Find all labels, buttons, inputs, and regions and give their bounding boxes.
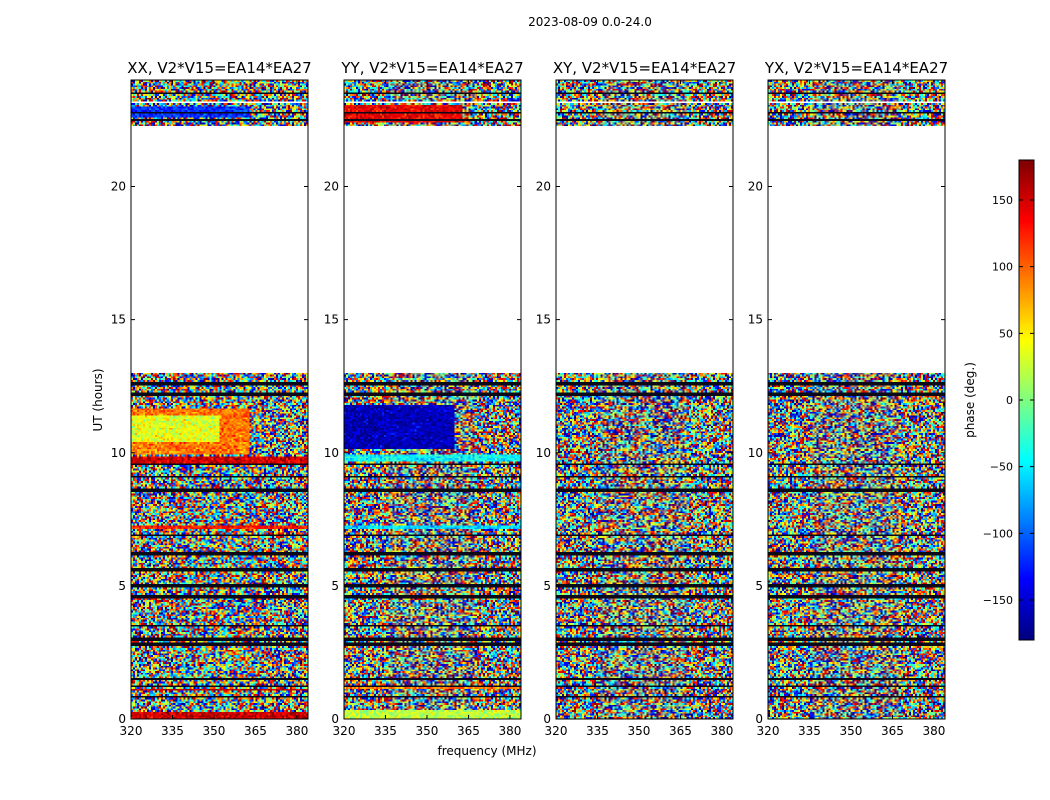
x-tick-label: 335 bbox=[161, 724, 184, 738]
colorbar-tick-label: 100 bbox=[992, 261, 1013, 274]
y-tick-label: 10 bbox=[324, 446, 339, 460]
y-tick-label: 10 bbox=[536, 446, 551, 460]
colorbar-tick-label: 0 bbox=[1006, 394, 1013, 407]
y-tick-label: 5 bbox=[331, 579, 339, 593]
colorbar-tick-label: −150 bbox=[983, 594, 1013, 607]
panel-title: YY, V2*V15=EA14*EA27 bbox=[340, 59, 523, 77]
y-tick-label: 15 bbox=[536, 313, 551, 327]
axes-frame bbox=[555, 79, 734, 720]
x-tick-label: 350 bbox=[628, 724, 651, 738]
axes-frame bbox=[130, 79, 309, 720]
heatmap-image bbox=[768, 80, 945, 719]
panel-4: YX, V2*V15=EA14*EA27 320 335 350 365 380 0 5 10 1… bbox=[748, 59, 948, 738]
x-tick-label: 350 bbox=[203, 724, 226, 738]
heatmap-image bbox=[131, 80, 308, 719]
x-tick-label: 320 bbox=[120, 724, 143, 738]
y-tick-label: 0 bbox=[118, 712, 126, 726]
x-tick-label: 350 bbox=[840, 724, 863, 738]
x-tick-label: 380 bbox=[922, 724, 945, 738]
panel-title: XY, V2*V15=EA14*EA27 bbox=[553, 59, 736, 77]
x-tick-label: 365 bbox=[244, 724, 267, 738]
x-tick-label: 320 bbox=[757, 724, 780, 738]
panel-1: XX, V2*V15=EA14*EA27 320 335 350 365 380 0 5 10 1… bbox=[111, 59, 312, 738]
heatmap-image bbox=[344, 80, 521, 719]
y-tick-label: 5 bbox=[543, 579, 551, 593]
axes-frame bbox=[343, 79, 522, 720]
y-tick-label: 0 bbox=[331, 712, 339, 726]
colorbar-label: phase (deg.) bbox=[963, 362, 977, 438]
x-tick-label: 365 bbox=[881, 724, 904, 738]
y-tick-label: 5 bbox=[118, 579, 126, 593]
figure-title: 2023-08-09 0.0-24.0 bbox=[528, 15, 652, 29]
y-tick-label: 5 bbox=[755, 579, 763, 593]
x-tick-label: 320 bbox=[545, 724, 568, 738]
y-tick-label: 20 bbox=[111, 180, 126, 194]
y-tick-label: 20 bbox=[536, 180, 551, 194]
panels-group: XX, V2*V15=EA14*EA27 320 335 350 365 380 0 5 10 1… bbox=[111, 59, 948, 738]
axes-frame bbox=[767, 79, 946, 720]
colorbar-tick-label: 150 bbox=[992, 194, 1013, 207]
panel-title: YX, V2*V15=EA14*EA27 bbox=[764, 59, 948, 77]
x-tick-label: 380 bbox=[498, 724, 521, 738]
x-tick-label: 365 bbox=[669, 724, 692, 738]
y-tick-label: 20 bbox=[748, 180, 763, 194]
x-tick-label: 380 bbox=[710, 724, 733, 738]
x-tick-label: 335 bbox=[586, 724, 609, 738]
x-tick-label: 350 bbox=[416, 724, 439, 738]
heatmap-image bbox=[556, 80, 733, 719]
x-tick-label: 335 bbox=[798, 724, 821, 738]
colorbar: 150 100 50 0 −50 −100 −150 bbox=[983, 159, 1035, 641]
y-tick-label: 15 bbox=[748, 313, 763, 327]
x-tick-label: 380 bbox=[285, 724, 308, 738]
x-tick-label: 335 bbox=[374, 724, 397, 738]
y-tick-label: 15 bbox=[111, 313, 126, 327]
colorbar-tick-label: −100 bbox=[983, 527, 1013, 540]
colorbar-gradient bbox=[1019, 160, 1034, 640]
x-tick-label: 320 bbox=[333, 724, 356, 738]
y-axis-label: UT (hours) bbox=[91, 368, 105, 431]
x-tick-label: 365 bbox=[457, 724, 480, 738]
panel-3: XY, V2*V15=EA14*EA27 320 335 350 365 380 0 5 10 1… bbox=[536, 59, 736, 738]
colorbar-tick-label: −50 bbox=[990, 461, 1013, 474]
y-tick-label: 10 bbox=[748, 446, 763, 460]
x-axis-label: frequency (MHz) bbox=[437, 744, 536, 758]
y-tick-label: 0 bbox=[543, 712, 551, 726]
colorbar-tick-label: 50 bbox=[999, 327, 1013, 340]
y-tick-label: 10 bbox=[111, 446, 126, 460]
y-tick-label: 20 bbox=[324, 180, 339, 194]
panel-title: XX, V2*V15=EA14*EA27 bbox=[127, 59, 311, 77]
y-tick-label: 0 bbox=[755, 712, 763, 726]
panel-2: YY, V2*V15=EA14*EA27 320 335 350 365 380 0 5 10 1… bbox=[324, 59, 524, 738]
y-tick-label: 15 bbox=[324, 313, 339, 327]
